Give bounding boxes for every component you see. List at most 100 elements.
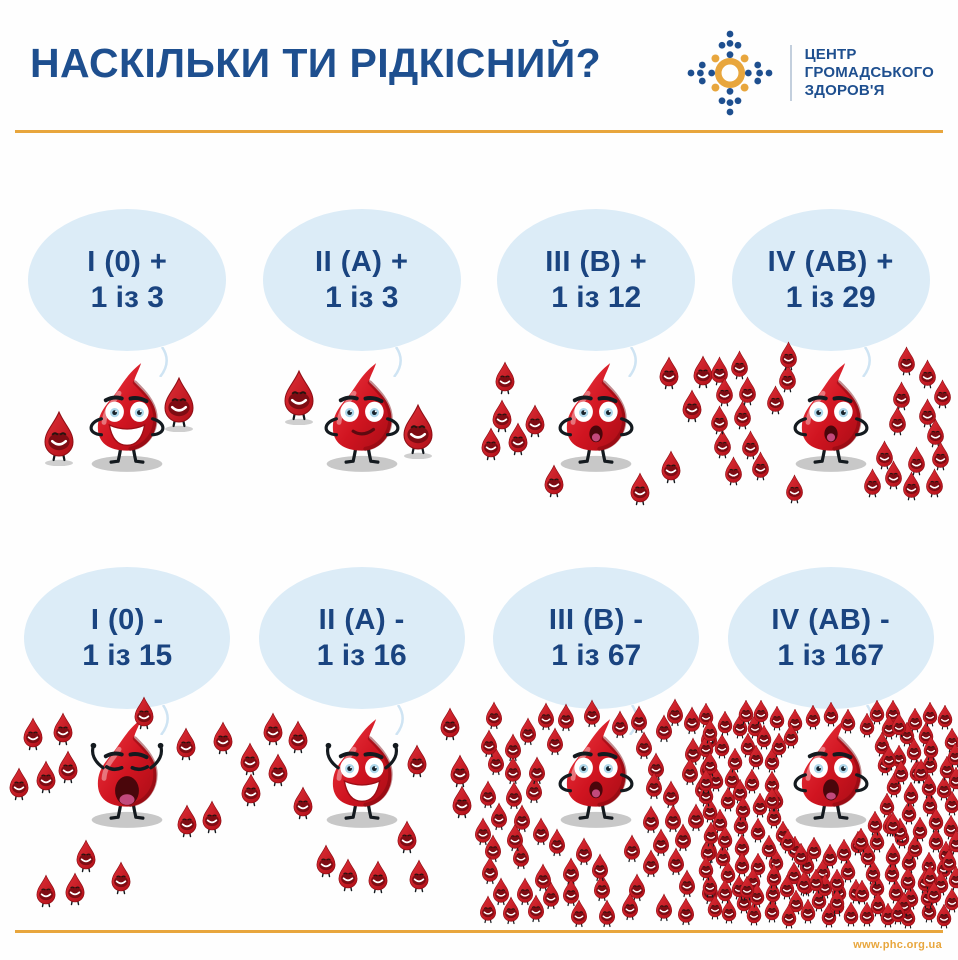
mini-blood-drop-icon [892, 381, 910, 411]
mini-blood-drop-icon [902, 799, 917, 825]
blood-type-card: III (B) + 1 із 12 [479, 209, 714, 523]
mini-blood-drop [530, 817, 552, 848]
mini-blood-drop [939, 848, 958, 876]
mini-blood-drop-icon [495, 361, 514, 395]
mini-blood-drop-icon [764, 786, 779, 812]
mini-blood-drop-icon [767, 802, 782, 829]
mini-blood-drop [945, 742, 958, 770]
mini-blood-drop [868, 891, 888, 919]
mini-blood-drop-icon [868, 810, 883, 836]
mini-blood-drop-icon [707, 894, 722, 920]
mini-blood-drop-icon [134, 696, 154, 730]
mini-blood-drop-icon [532, 817, 549, 846]
mini-blood-drop [710, 808, 730, 836]
mini-blood-drop-icon [744, 768, 760, 794]
logo-text: ЦЕНТР ГРОМАДСЬКОГО ЗДОРОВ'Я [805, 46, 934, 100]
mini-blood-drop [732, 851, 752, 879]
mini-blood-drop-icon [481, 855, 498, 884]
mini-blood-drop [731, 400, 754, 432]
mini-blood-drop-icon [684, 706, 701, 735]
mini-blood-drop [265, 753, 291, 789]
mini-blood-drop-icon [948, 864, 958, 891]
mini-blood-drop-icon [177, 803, 197, 837]
mini-blood-drop-icon [822, 843, 837, 869]
mini-blood-drop [656, 356, 682, 392]
mini-blood-drop [581, 699, 603, 730]
mini-blood-drop [803, 704, 823, 732]
mini-blood-drop-icon [703, 821, 719, 847]
mini-blood-drop [708, 405, 731, 437]
mini-blood-drop [911, 757, 931, 786]
blood-type-card: IV (AB) + 1 із 29 [710, 209, 951, 523]
mini-blood-drop [733, 794, 753, 823]
mini-blood-drop-icon [486, 701, 503, 729]
mini-blood-drop [313, 844, 339, 880]
mini-blood-drop-icon [44, 410, 74, 466]
mini-blood-drop-icon [836, 838, 852, 864]
mini-blood-drop-icon [663, 780, 680, 809]
bubble-tail [160, 705, 170, 735]
character-scene [245, 353, 480, 523]
mini-blood-drop-icon [943, 814, 958, 840]
blood-type-card: I (0) - 1 із 15 [9, 567, 245, 923]
phc-logo: ЦЕНТР ГРОМАДСЬКОГО ЗДОРОВ'Я [683, 26, 934, 120]
mini-blood-drop-icon [843, 901, 858, 927]
mini-blood-drop-icon [944, 790, 958, 816]
mini-blood-drop-icon [635, 731, 652, 760]
mini-blood-drop [904, 737, 924, 765]
character-scene [240, 707, 480, 923]
mini-blood-drop-icon [268, 753, 288, 787]
blood-drop-mascot-icon [793, 363, 869, 472]
mini-blood-drop [899, 799, 919, 827]
mini-blood-drop [173, 727, 199, 763]
mini-blood-drop-icon [788, 889, 804, 915]
mini-blood-drop [472, 817, 494, 848]
mini-blood-drop [888, 899, 908, 927]
mini-blood-drop [514, 876, 536, 908]
mini-blood-drop [857, 900, 877, 929]
mini-blood-drop-icon [725, 455, 743, 485]
mini-blood-drop [210, 721, 236, 757]
mini-blood-drop [541, 463, 567, 500]
mini-blood-drop [941, 814, 958, 842]
mini-blood-drop [33, 760, 59, 796]
mini-blood-drop [237, 742, 263, 778]
blood-type-card: III (B) - 1 із 67 [475, 567, 718, 928]
speech-bubble: III (B) + 1 із 12 [497, 209, 696, 351]
mini-blood-drop [935, 704, 955, 732]
mini-blood-drop [713, 376, 736, 409]
speech-bubble: I (0) + 1 із 3 [28, 209, 227, 351]
mini-blood-drop-icon [731, 350, 748, 380]
rarity-ratio-label: 1 із 16 [316, 638, 407, 672]
mini-blood-drop [535, 702, 557, 733]
mini-blood-drop [679, 757, 701, 788]
mini-blood-drop [643, 771, 665, 802]
speech-bubble: IV (AB) + 1 із 29 [731, 209, 930, 351]
mini-blood-drop-icon [829, 888, 845, 914]
rarity-ratio-label: 1 із 167 [777, 638, 885, 672]
mini-blood-drop [901, 780, 921, 809]
mini-blood-drop-icon [727, 747, 742, 773]
mini-blood-drop [718, 860, 738, 888]
mini-blood-drop-icon [678, 897, 694, 926]
blood-type-card: IV (AB) - 1 із 167 [698, 567, 958, 929]
mini-blood-drop-icon [913, 757, 928, 784]
mini-blood-drop [658, 450, 684, 486]
mini-blood-drop [722, 765, 742, 793]
mini-blood-drop [159, 376, 199, 432]
mini-blood-drop [769, 732, 789, 760]
mini-blood-drop-icon [805, 704, 821, 730]
mini-blood-drop-icon [888, 878, 904, 904]
mini-blood-drop-icon [65, 872, 85, 906]
mini-blood-drop-icon [736, 888, 751, 914]
mini-blood-drop-icon [508, 422, 528, 456]
mini-blood-drop-icon [750, 852, 765, 878]
phc-sunflower-icon [687, 30, 773, 116]
mini-blood-drop [827, 867, 847, 896]
mini-blood-drop [924, 880, 944, 908]
mini-blood-drop [883, 811, 903, 839]
mini-blood-drop [764, 863, 784, 891]
mini-blood-drop [776, 362, 799, 395]
mini-blood-drop [619, 892, 641, 923]
mini-blood-drop-icon [853, 827, 869, 853]
